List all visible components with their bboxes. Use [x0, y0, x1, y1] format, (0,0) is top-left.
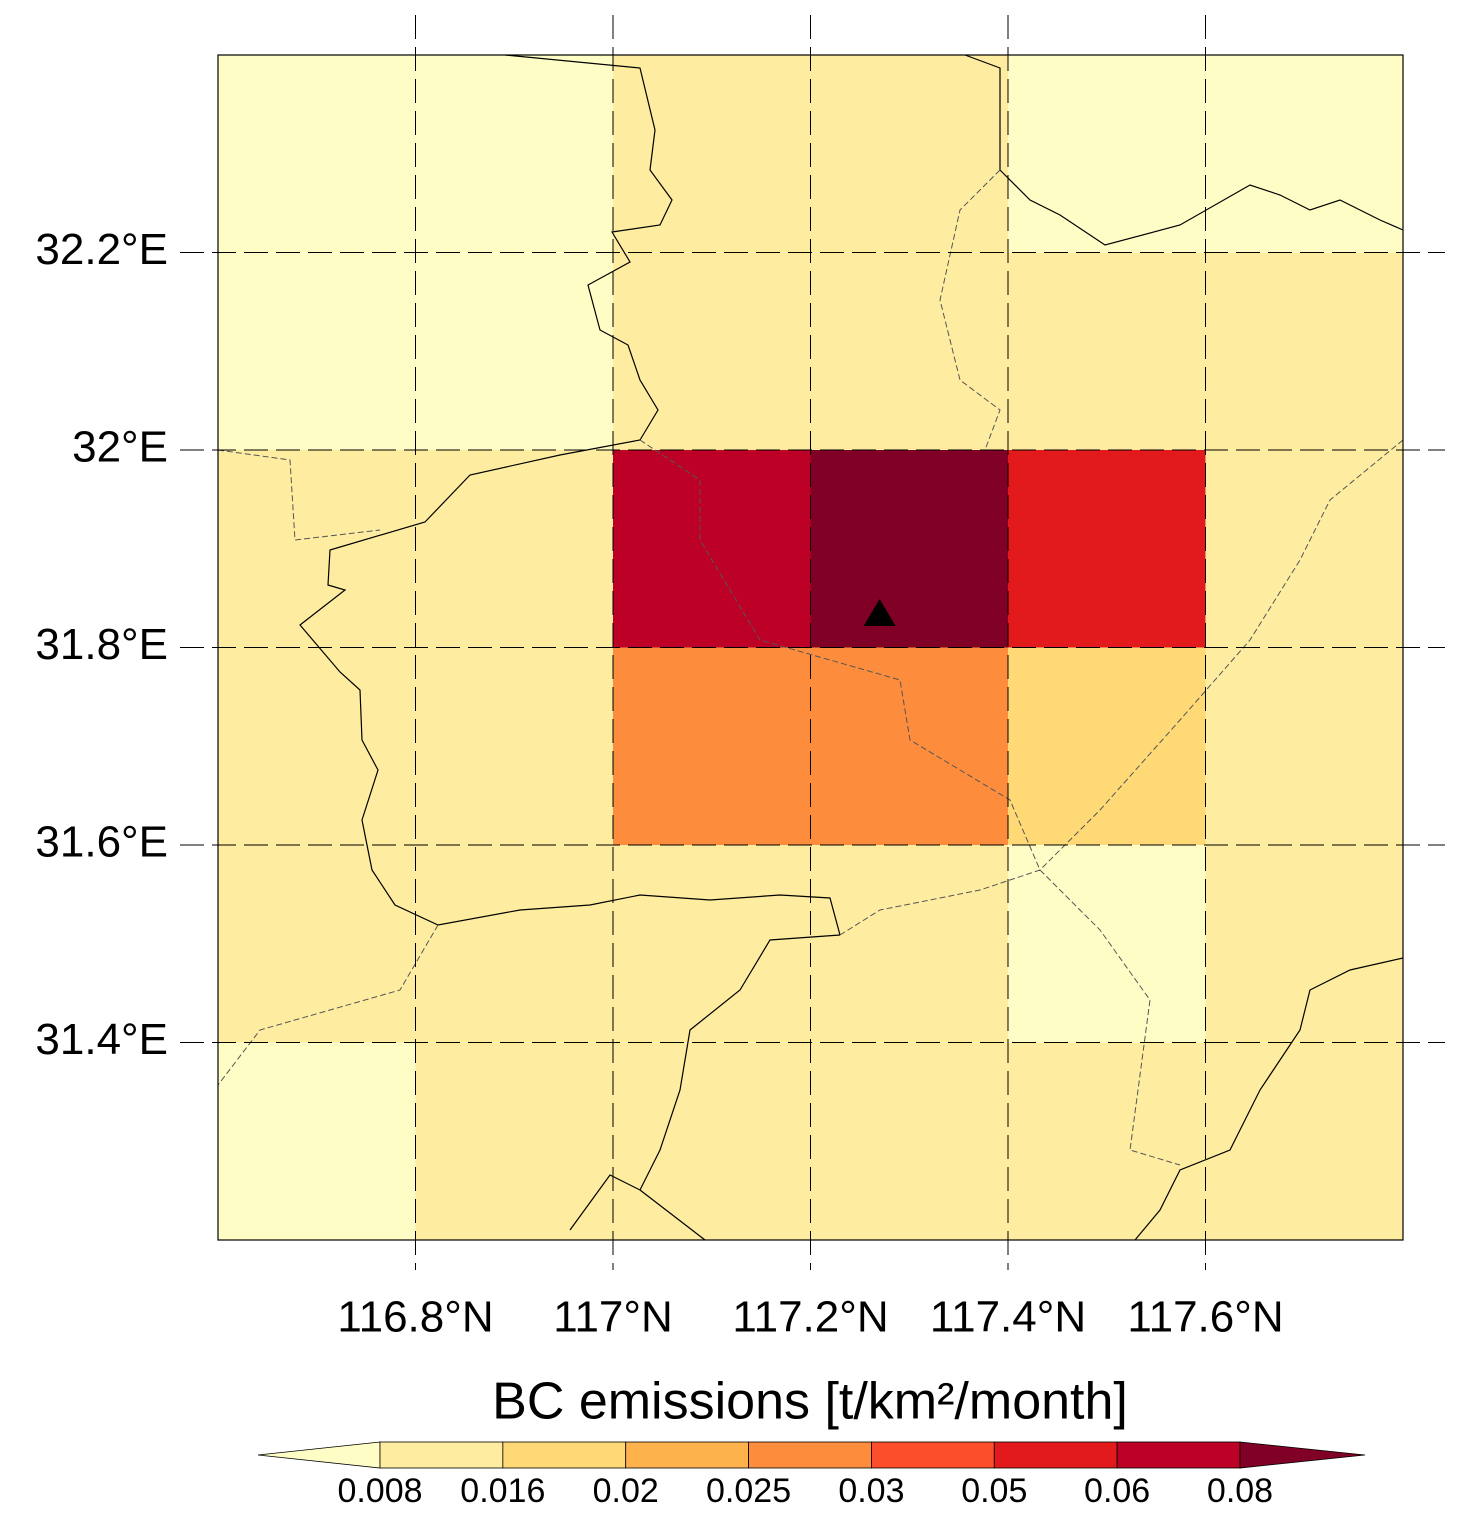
- cells: [218, 55, 1403, 1240]
- colorbar-box: [379, 1441, 504, 1469]
- colorbar-box: [748, 1441, 872, 1469]
- province-border: [1134, 957, 1404, 1241]
- emission-cell: [1205, 450, 1403, 648]
- y-tick-label: 31.8°E: [35, 620, 168, 669]
- x-tick-label: 117.2°N: [732, 1293, 888, 1342]
- colorbar-box: [1116, 1441, 1241, 1469]
- colorbar-label: 0.05: [961, 1472, 1027, 1510]
- emission-cell: [1008, 845, 1206, 1043]
- colorbar-label: 0.06: [1084, 1472, 1150, 1510]
- colorbar-label: 0.008: [337, 1472, 422, 1510]
- emission-cell: [1008, 450, 1206, 648]
- colorbar-label: 0.02: [593, 1472, 659, 1510]
- colorbar: 0.008 0.016 0.02 0.025 0.03 0.05 0.06 0.08: [257, 1441, 1366, 1510]
- emission-cell: [218, 845, 416, 1043]
- emission-cell: [810, 252, 1008, 450]
- emission-cell: [1008, 55, 1206, 253]
- colorbar-upper: [1239, 1441, 1366, 1469]
- emission-cell: [613, 845, 811, 1043]
- y-tick-label: 32°E: [72, 423, 168, 472]
- plot-frame: [217, 54, 1404, 1241]
- emission-cell: [218, 647, 416, 845]
- emission-cell: [613, 55, 811, 253]
- province-border: [299, 54, 841, 936]
- colorbar-label: 0.03: [838, 1472, 904, 1510]
- station-marker: [863, 598, 896, 626]
- emission-cell: [218, 450, 416, 648]
- emission-cell: [1205, 1042, 1403, 1240]
- emission-cell: [810, 845, 1008, 1043]
- emission-cell: [1008, 647, 1206, 845]
- grid: [180, 15, 1445, 1270]
- colorbar-lower: [257, 1441, 381, 1469]
- colorbar-box: [993, 1441, 1118, 1469]
- province-border: [569, 934, 841, 1241]
- colorbar-label: 0.025: [706, 1472, 791, 1510]
- emission-cell: [218, 252, 416, 450]
- emission-cell: [1008, 1042, 1206, 1240]
- emission-cell: [810, 647, 1008, 845]
- emission-cell: [613, 252, 811, 450]
- y-tick-label: 31.4°E: [35, 1015, 168, 1064]
- emission-cell: [415, 647, 613, 845]
- emission-cell: [1205, 55, 1403, 253]
- emission-cell: [415, 252, 613, 450]
- x-tick-label: 117.4°N: [930, 1293, 1086, 1342]
- emission-cell: [613, 1042, 811, 1240]
- emission-cell: [218, 55, 416, 253]
- colorbar-label: 0.016: [460, 1472, 545, 1510]
- y-tick-label: 32.2°E: [35, 225, 168, 274]
- emission-cell: [415, 450, 613, 648]
- emission-cell: [218, 1042, 416, 1240]
- emission-cell: [415, 55, 613, 253]
- emission-cell: [810, 55, 1008, 253]
- colorbar-label: 0.08: [1207, 1472, 1273, 1510]
- x-tick-label: 117.6°N: [1127, 1293, 1283, 1342]
- emission-cell: [810, 450, 1008, 648]
- county-border: [217, 169, 1404, 1166]
- colorbar-box: [871, 1441, 995, 1469]
- colorbar-box: [625, 1441, 749, 1469]
- emission-cell: [1205, 845, 1403, 1043]
- colorbar-box: [502, 1441, 627, 1469]
- emission-cell: [1205, 252, 1403, 450]
- emission-cell: [613, 647, 811, 845]
- colorbar-title: BC emissions [t/km²/month]: [492, 1373, 1128, 1431]
- emission-cell: [415, 845, 613, 1043]
- borders: [217, 54, 1404, 1241]
- emission-cell: [1008, 252, 1206, 450]
- emission-cell: [415, 1042, 613, 1240]
- emission-cell: [613, 450, 811, 648]
- x-tick-label: 116.8°N: [337, 1293, 493, 1342]
- emission-cell: [810, 1042, 1008, 1240]
- x-tick-label: 117°N: [553, 1293, 673, 1342]
- y-tick-label: 31.6°E: [35, 818, 168, 867]
- emission-cell: [1205, 647, 1403, 845]
